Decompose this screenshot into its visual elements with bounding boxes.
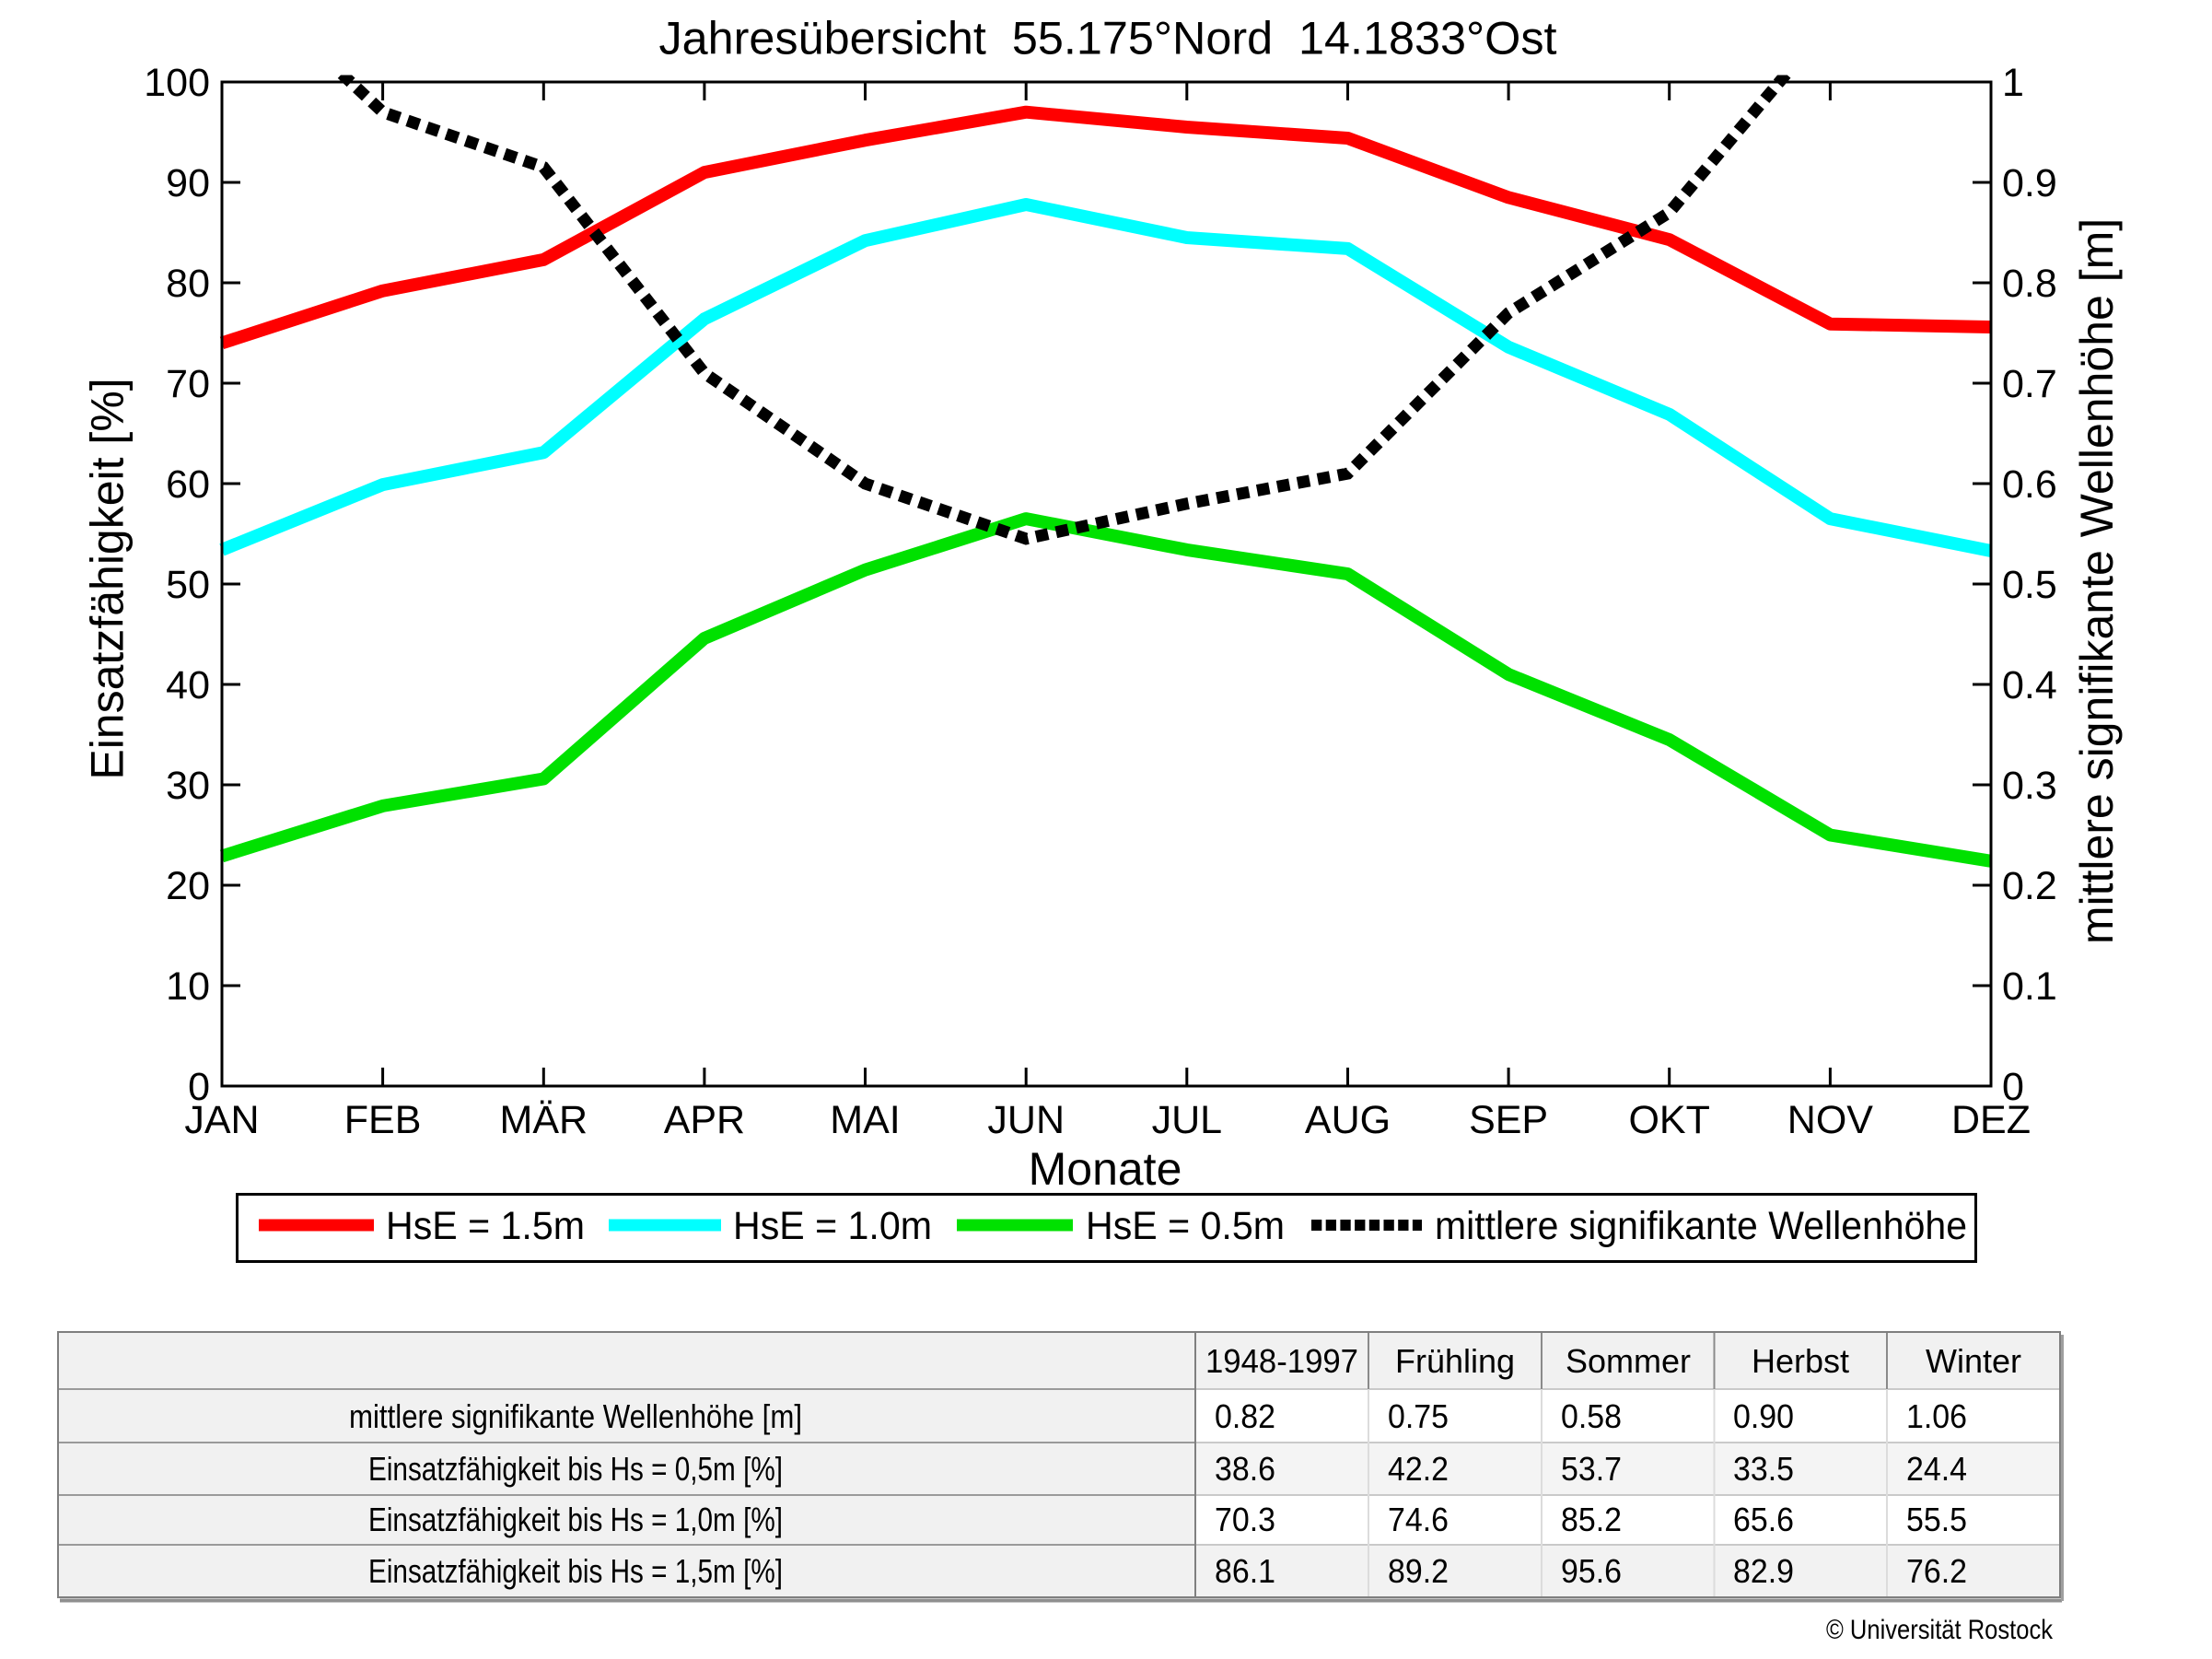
svg-text:82.9: 82.9 <box>1733 1552 1794 1590</box>
svg-text:30: 30 <box>166 764 210 808</box>
svg-text:90: 90 <box>166 161 210 205</box>
svg-text:Einsatzfähigkeit [%]: Einsatzfähigkeit [%] <box>82 378 134 779</box>
svg-text:100: 100 <box>144 61 210 105</box>
svg-text:65.6: 65.6 <box>1733 1501 1794 1538</box>
svg-text:0.6: 0.6 <box>2002 462 2057 507</box>
svg-text:24.4: 24.4 <box>1906 1450 1967 1488</box>
svg-text:53.7: 53.7 <box>1561 1450 1622 1488</box>
svg-text:DEZ: DEZ <box>1951 1098 2031 1142</box>
svg-text:SEP: SEP <box>1469 1098 1548 1142</box>
svg-text:60: 60 <box>166 462 210 507</box>
svg-text:50: 50 <box>166 563 210 607</box>
svg-text:38.6: 38.6 <box>1215 1450 1275 1488</box>
svg-text:Sommer: Sommer <box>1566 1342 1691 1380</box>
svg-text:Winter: Winter <box>1926 1342 2021 1380</box>
svg-text:0.2: 0.2 <box>2002 864 2057 908</box>
svg-text:mittlere signifikante Wellenhö: mittlere signifikante Wellenhöhe <box>1435 1204 1967 1248</box>
svg-text:20: 20 <box>166 864 210 908</box>
svg-text:85.2: 85.2 <box>1561 1501 1622 1538</box>
svg-text:80: 80 <box>166 262 210 306</box>
svg-text:0.75: 0.75 <box>1388 1397 1449 1435</box>
svg-text:Herbst: Herbst <box>1752 1342 1849 1380</box>
svg-text:JUN: JUN <box>987 1098 1065 1142</box>
svg-text:70: 70 <box>166 362 210 406</box>
svg-text:Einsatzfähigkeit bis Hs = 1,5m: Einsatzfähigkeit bis Hs = 1,5m [%] <box>368 1552 783 1590</box>
svg-text:0: 0 <box>2002 1065 2024 1109</box>
svg-text:55.5: 55.5 <box>1906 1501 1967 1538</box>
svg-text:89.2: 89.2 <box>1388 1552 1449 1590</box>
svg-text:1.06: 1.06 <box>1906 1397 1967 1435</box>
svg-text:AUG: AUG <box>1305 1098 1391 1142</box>
svg-text:0.7: 0.7 <box>2002 362 2057 406</box>
svg-text:Jahresübersicht 55.175°Nord: Jahresübersicht 55.175°Nord 14.1833°Ost <box>659 13 1557 64</box>
svg-text:40: 40 <box>166 663 210 707</box>
svg-text:42.2: 42.2 <box>1388 1450 1449 1488</box>
svg-text:mittlere signifikante Wellenhö: mittlere signifikante Wellenhöhe [m] <box>2071 218 2123 944</box>
svg-text:1948-1997: 1948-1997 <box>1205 1342 1358 1380</box>
svg-text:JUL: JUL <box>1152 1098 1222 1142</box>
svg-text:MAI: MAI <box>830 1098 900 1142</box>
svg-text:0.58: 0.58 <box>1561 1397 1622 1435</box>
svg-text:0.3: 0.3 <box>2002 764 2057 808</box>
svg-text:70.3: 70.3 <box>1215 1501 1275 1538</box>
svg-text:33.5: 33.5 <box>1733 1450 1794 1488</box>
svg-text:0.4: 0.4 <box>2002 663 2057 707</box>
svg-text:Monate: Monate <box>1029 1143 1182 1195</box>
svg-text:0.5: 0.5 <box>2002 563 2057 607</box>
svg-text:0.82: 0.82 <box>1215 1397 1275 1435</box>
svg-text:0: 0 <box>188 1065 210 1109</box>
svg-text:10: 10 <box>166 964 210 1009</box>
svg-text:74.6: 74.6 <box>1388 1501 1449 1538</box>
svg-text:0.8: 0.8 <box>2002 262 2057 306</box>
svg-text:Einsatzfähigkeit bis Hs = 1,0m: Einsatzfähigkeit bis Hs = 1,0m [%] <box>368 1501 783 1538</box>
svg-text:Frühling: Frühling <box>1395 1342 1515 1380</box>
svg-text:Einsatzfähigkeit bis Hs = 0,5m: Einsatzfähigkeit bis Hs = 0,5m [%] <box>368 1450 783 1488</box>
svg-text:95.6: 95.6 <box>1561 1552 1622 1590</box>
svg-text:JAN: JAN <box>184 1098 259 1142</box>
svg-text:76.2: 76.2 <box>1906 1552 1967 1590</box>
svg-text:1: 1 <box>2002 61 2024 105</box>
svg-text:OKT: OKT <box>1628 1098 1709 1142</box>
svg-text:0.90: 0.90 <box>1733 1397 1794 1435</box>
svg-text:FEB: FEB <box>344 1098 422 1142</box>
svg-text:MÄR: MÄR <box>500 1098 588 1142</box>
svg-text:HsE = 1.5m: HsE = 1.5m <box>386 1204 585 1248</box>
svg-text:NOV: NOV <box>1787 1098 1874 1142</box>
svg-text:86.1: 86.1 <box>1215 1552 1275 1590</box>
svg-text:HsE = 1.0m: HsE = 1.0m <box>733 1204 932 1248</box>
svg-text:© Universität Rostock: © Universität Rostock <box>1826 1615 2054 1645</box>
svg-text:0.1: 0.1 <box>2002 964 2057 1009</box>
svg-text:0.9: 0.9 <box>2002 161 2057 205</box>
svg-text:APR: APR <box>664 1098 745 1142</box>
svg-text:mittlere signifikante Wellenhö: mittlere signifikante Wellenhöhe [m] <box>349 1397 802 1435</box>
svg-text:HsE = 0.5m: HsE = 0.5m <box>1086 1204 1285 1248</box>
